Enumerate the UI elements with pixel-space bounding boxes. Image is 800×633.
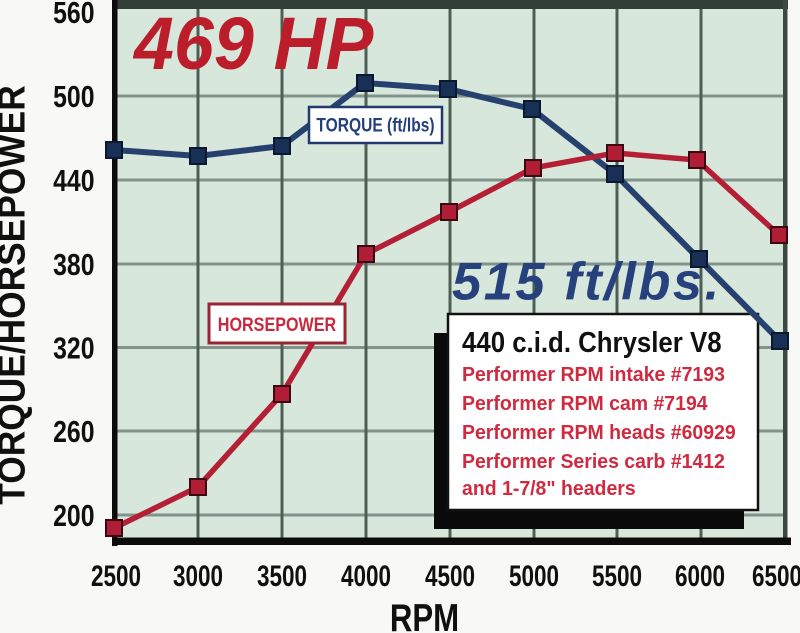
svg-text:4000: 4000 (341, 559, 391, 593)
svg-text:RPM: RPM (390, 597, 459, 633)
svg-text:6500: 6500 (752, 559, 800, 593)
svg-text:440: 440 (53, 163, 94, 197)
svg-text:Performer RPM intake #7193: Performer RPM intake #7193 (462, 364, 725, 387)
svg-text:and 1-7/8" headers: and 1-7/8" headers (462, 478, 636, 501)
svg-text:Performer RPM heads #60929: Performer RPM heads #60929 (462, 422, 736, 445)
svg-text:200: 200 (53, 498, 94, 532)
svg-text:4500: 4500 (425, 559, 475, 593)
svg-text:560: 560 (53, 0, 94, 30)
svg-text:469 HP: 469 HP (132, 3, 374, 85)
svg-text:HORSEPOWER: HORSEPOWER (218, 314, 337, 336)
svg-text:320: 320 (53, 331, 94, 365)
svg-text:3000: 3000 (173, 559, 223, 593)
svg-text:3500: 3500 (257, 559, 307, 593)
svg-text:515 ft/lbs.: 515 ft/lbs. (452, 253, 722, 312)
svg-text:5000: 5000 (509, 559, 559, 593)
svg-text:TORQUE (ft/lbs): TORQUE (ft/lbs) (316, 114, 434, 136)
svg-text:260: 260 (53, 414, 94, 448)
svg-text:6000: 6000 (675, 559, 725, 593)
svg-text:380: 380 (53, 247, 94, 281)
svg-text:Performer Series carb #1412: Performer Series carb #1412 (462, 451, 725, 474)
svg-text:TORQUE/HORSEPOWER: TORQUE/HORSEPOWER (0, 85, 33, 504)
svg-text:Performer RPM cam #7194: Performer RPM cam #7194 (462, 393, 708, 416)
svg-text:440 c.i.d. Chrysler V8: 440 c.i.d. Chrysler V8 (462, 326, 722, 359)
svg-text:5500: 5500 (592, 559, 642, 593)
svg-text:500: 500 (53, 79, 94, 113)
svg-text:2500: 2500 (91, 559, 141, 593)
